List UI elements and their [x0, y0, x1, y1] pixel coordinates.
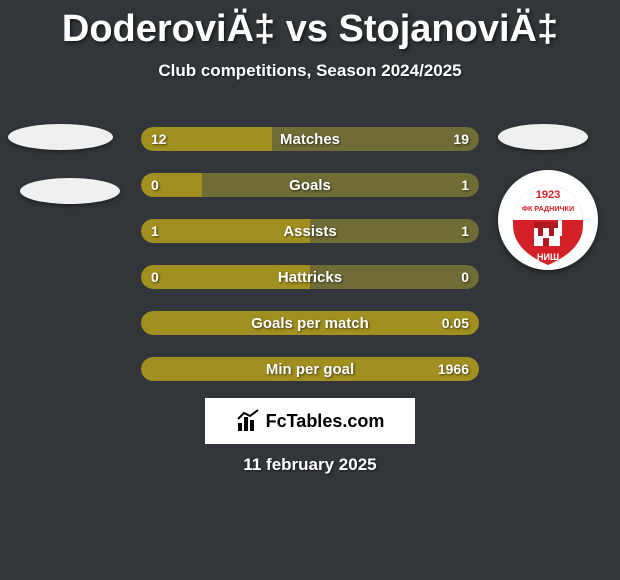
stat-label: Assists: [141, 219, 479, 243]
club-badge-svg: 1923 ФК РАДНИЧКИ НИШ: [498, 170, 598, 270]
stat-label: Matches: [141, 127, 479, 151]
stat-label: Hattricks: [141, 265, 479, 289]
page-title: DoderoviÄ‡ vs StojanoviÄ‡: [0, 0, 620, 51]
stat-label: Min per goal: [141, 357, 479, 381]
stat-label: Goals: [141, 173, 479, 197]
fctables-label: FcTables.com: [266, 411, 385, 432]
player-placeholder-oval: [20, 178, 120, 204]
stat-row: 11Assists: [140, 218, 480, 244]
stat-row: 0.05Goals per match: [140, 310, 480, 336]
stat-label: Goals per match: [141, 311, 479, 335]
page-subtitle: Club competitions, Season 2024/2025: [0, 61, 620, 81]
stat-row: 1219Matches: [140, 126, 480, 152]
player-placeholder-oval: [498, 124, 588, 150]
stat-row: 1966Min per goal: [140, 356, 480, 382]
badge-year: 1923: [536, 189, 560, 201]
player-placeholder-oval: [8, 124, 113, 150]
badge-city: НИШ: [537, 252, 559, 262]
fctables-watermark: FcTables.com: [205, 398, 415, 444]
stats-container: 1219Matches 01Goals 11Assists 00Hattricks 0.…: [140, 126, 480, 402]
badge-club-name: ФК РАДНИЧКИ: [522, 204, 574, 213]
stat-row: 00Hattricks: [140, 264, 480, 290]
stat-row: 01Goals: [140, 172, 480, 198]
club-badge: 1923 ФК РАДНИЧКИ НИШ: [498, 170, 598, 270]
chart-icon: [236, 409, 260, 433]
date-label: 11 february 2025: [0, 455, 620, 475]
